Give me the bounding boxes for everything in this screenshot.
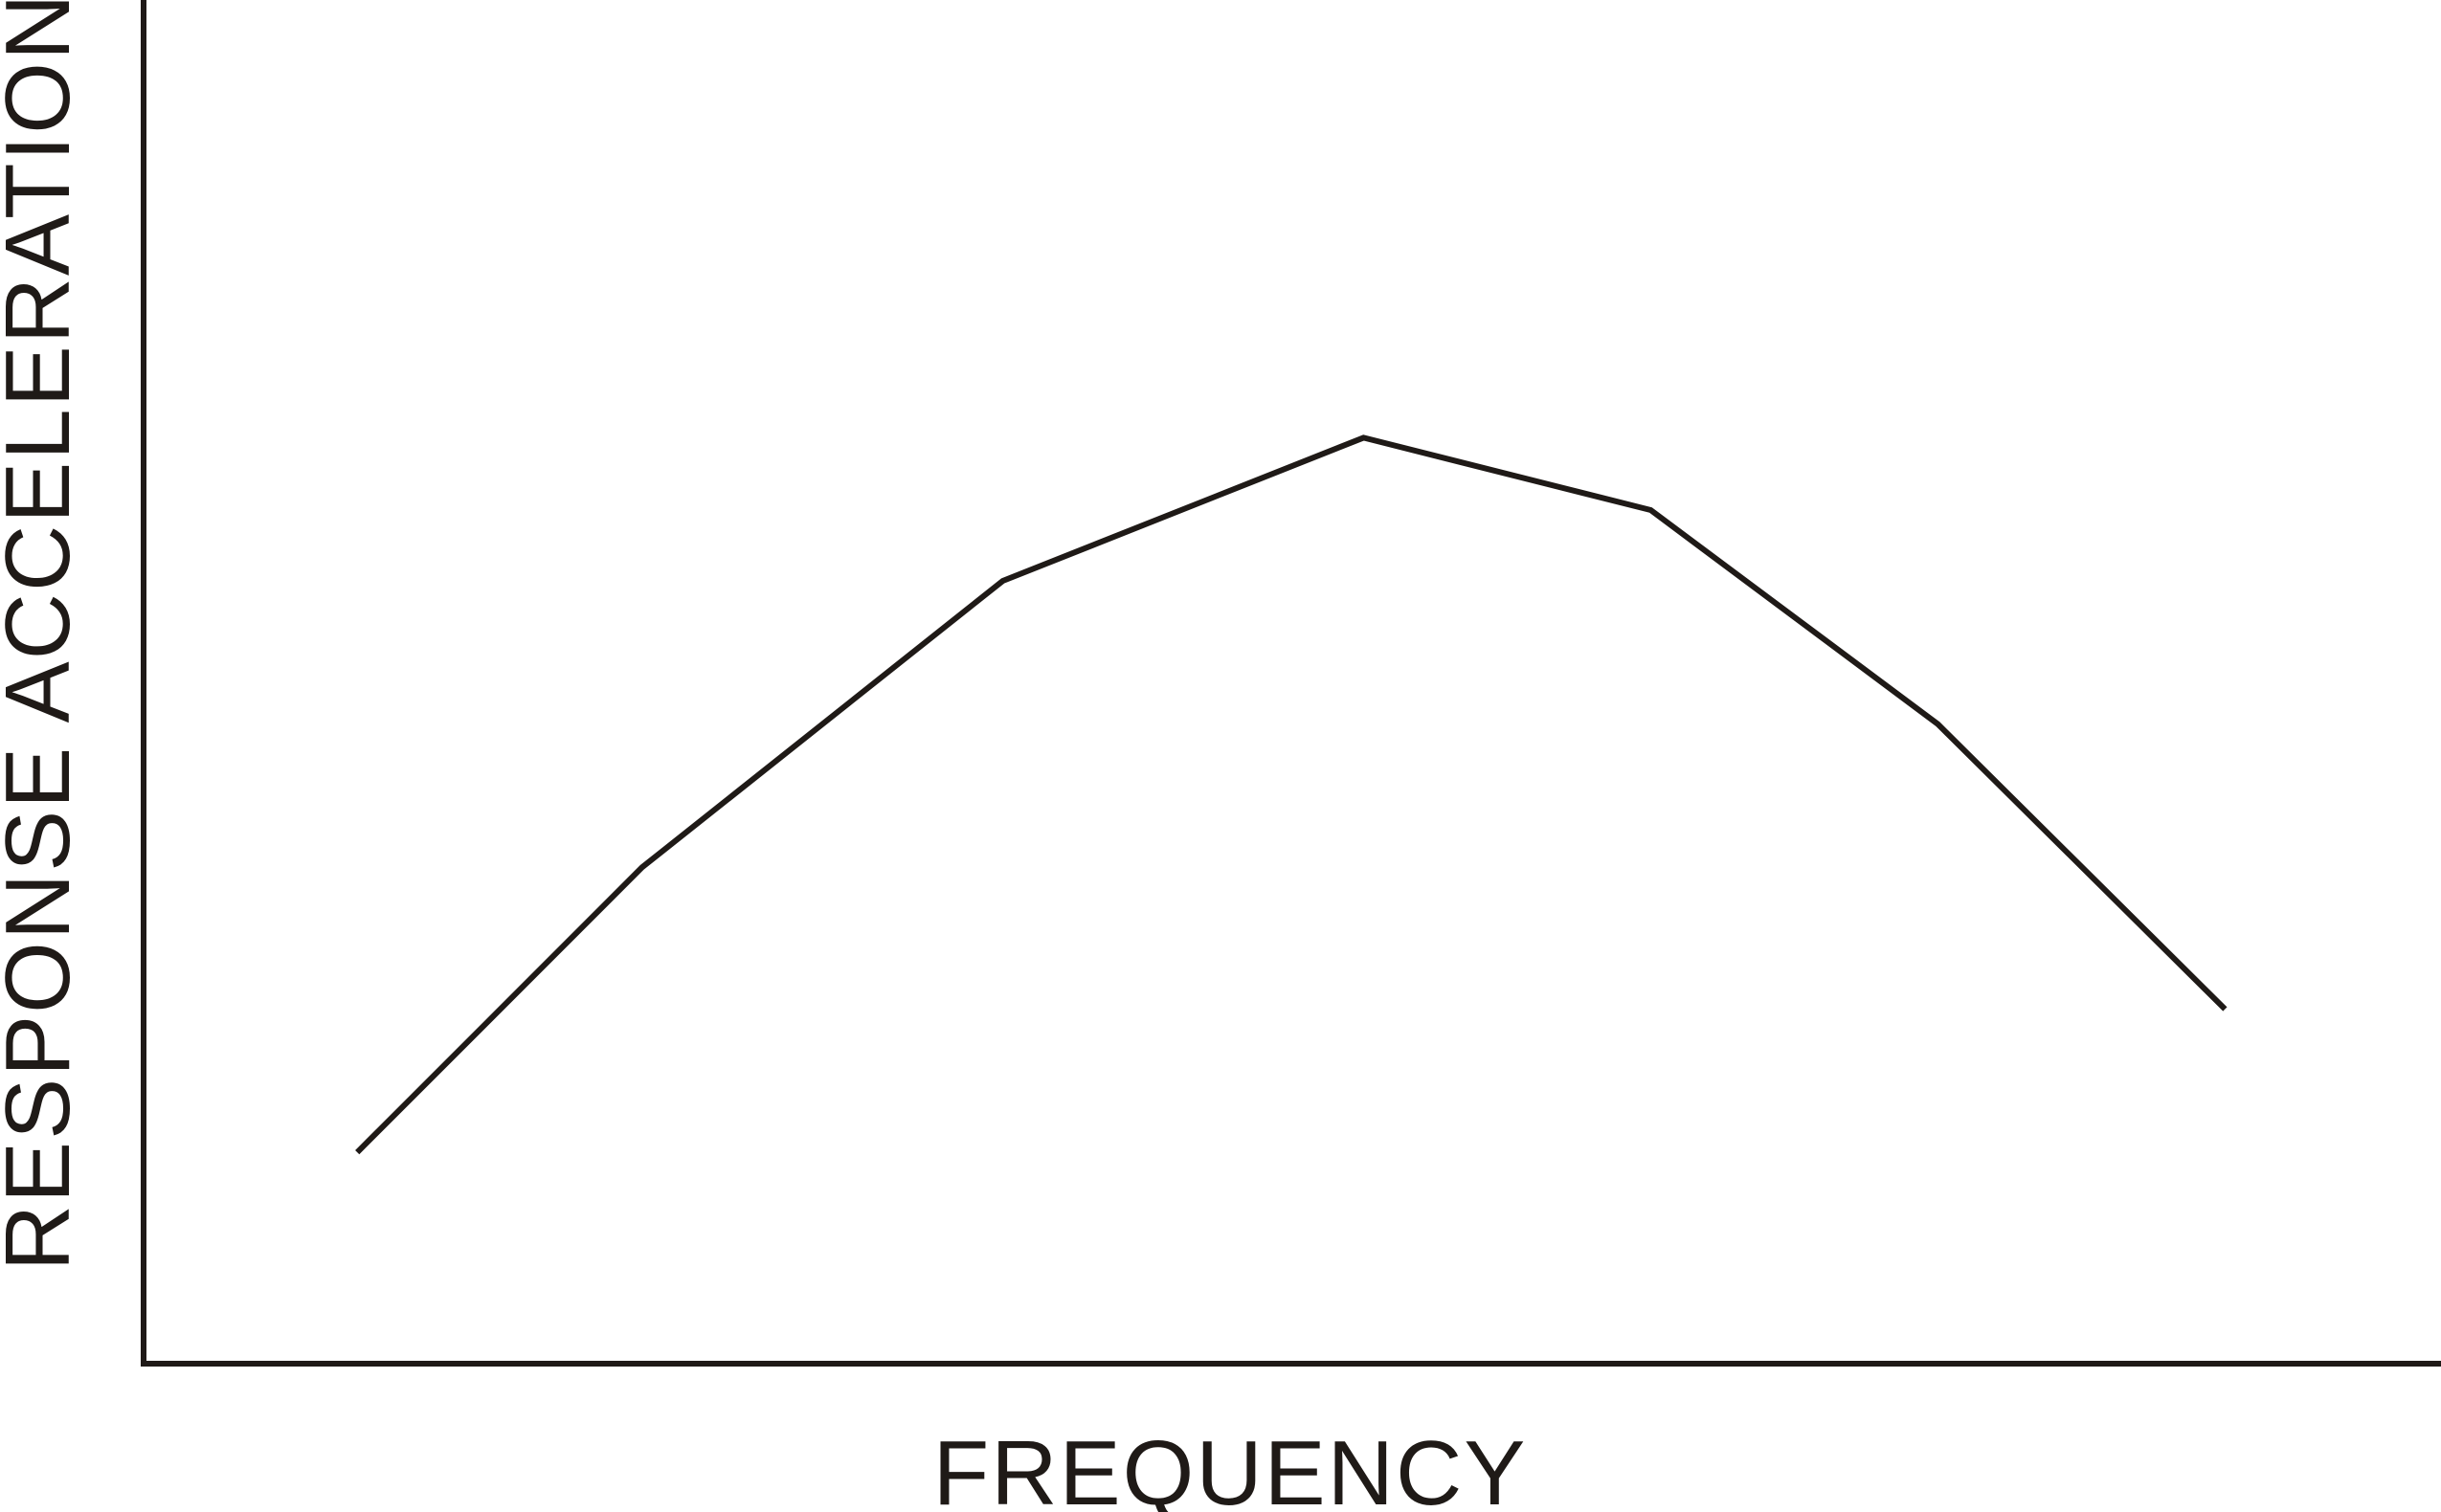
series-layer	[355, 434, 2228, 1155]
series-line-1	[355, 434, 2228, 1155]
y-axis-label: RESPONSE ACCELERATION	[0, 0, 89, 1271]
x-axis-label: FREQUENCY	[933, 1422, 1528, 1512]
